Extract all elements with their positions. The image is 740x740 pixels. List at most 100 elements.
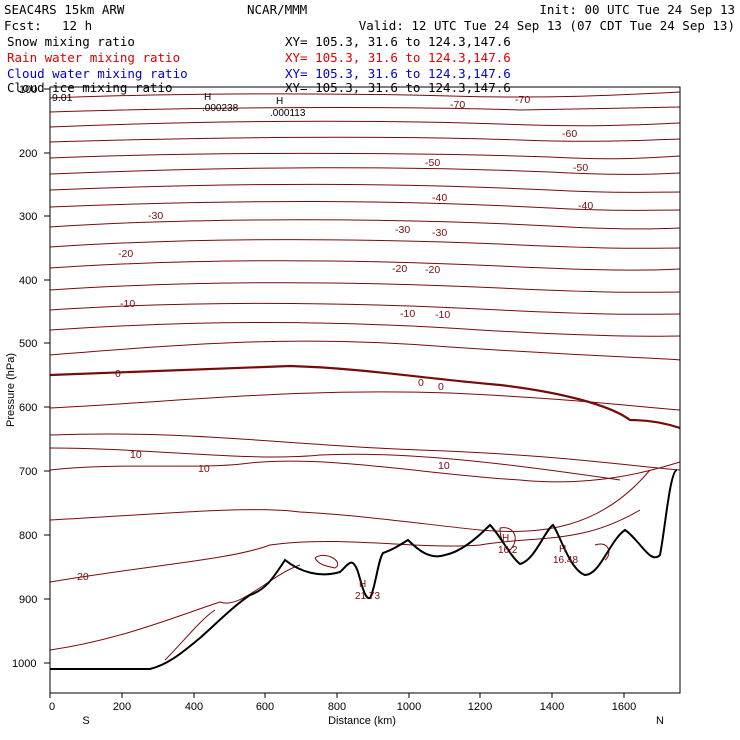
high-marker: H [276,96,283,107]
contour-line [49,302,681,315]
extremum-value: .000238 [202,103,239,114]
y-tick-label: 600 [19,402,37,414]
plot-frame [49,86,681,694]
x-tick-label: 800 [328,701,346,713]
extremum-value: 21.73 [355,591,380,602]
freezing-level-line [49,364,681,430]
high-marker: H [559,544,566,555]
contour-label: -30 [432,227,447,239]
contour-label: 0 [418,377,424,389]
y-tick-label: 800 [19,530,37,542]
contour-line [49,509,641,583]
valid-time: Valid: 12 UTC Tue 24 Sep 13 (07 CDT Tue … [359,18,735,33]
contour-label: -50 [425,157,440,169]
model-title: SEAC4RS 15km ARW [4,2,125,17]
extremum-value: 16.48 [553,555,578,566]
y-tick-label: 1000 [12,658,36,670]
x-tick-label: 600 [256,701,274,713]
contour-label: 10 [438,460,450,472]
x-tick-label: 1000 [397,701,421,713]
contour-label: 20 [77,571,89,583]
contour-label: -10 [120,298,135,310]
x-axis: 0 200 400 600 800 1000 1200 1400 1600 Di… [49,693,664,727]
contour-line [49,219,681,230]
y-tick-label: 500 [19,338,37,350]
contour-label: -10 [435,309,450,321]
contour-line [49,322,681,337]
y-axis-title: Pressure (hPa) [5,353,17,427]
contour-label: 10 [198,463,210,475]
x-tick-label: 1200 [468,701,492,713]
contour-label: 9.01 [52,92,73,104]
contour-label: -20 [392,263,407,275]
contour-line [49,238,681,249]
contour-label: -50 [573,162,588,174]
contour-label: -40 [578,200,593,212]
contour-line [49,200,681,211]
y-tick-label: 100 [19,84,37,96]
extremum-value: 16.2 [498,545,518,556]
contour-line [594,543,610,561]
contour-label: -70 [450,99,465,111]
contour-line [49,391,681,411]
field-xy-rain: XY= 105.3, 31.6 to 124.3,147.6 [285,50,511,65]
y-tick-label: 200 [19,148,37,160]
contour-line [49,340,681,361]
contour-line [49,469,651,532]
forecast-label: Fcst: [4,18,42,33]
high-marker: H [502,533,509,544]
high-marker: H [359,579,366,590]
contour-label: -70 [515,94,530,106]
contour-label: -40 [432,192,447,204]
contour-line [314,554,338,569]
contour-label: -20 [425,264,440,276]
contour-line [49,167,681,175]
contour-line [49,260,681,271]
field-label-snow: Snow mixing ratio [7,34,135,49]
isotherm-lines [49,91,681,661]
forecast-hour: 12 h [62,18,92,33]
field-xy-snow: XY= 105.3, 31.6 to 124.3,147.6 [285,34,511,49]
init-time: Init: 00 UTC Tue 24 Sep 13 [539,2,735,17]
contour-label: 0 [438,381,444,393]
contour-label: -10 [400,308,415,320]
x-tick-label: 1400 [540,701,564,713]
contour-line [49,433,681,471]
x-axis-start-label: S [82,715,89,727]
contour-line [49,460,681,483]
x-tick-label: 400 [185,701,203,713]
extremum-value: .000113 [270,108,306,119]
x-tick-label: 0 [49,701,55,713]
contour-label: -30 [395,224,410,236]
field-xy-cloudwater: XY= 105.3, 31.6 to 124.3,147.6 [285,66,511,81]
x-tick-label: 200 [113,701,131,713]
contour-line [49,106,681,113]
contour-line [49,91,681,99]
contour-line [49,152,681,160]
y-tick-label: 900 [19,594,37,606]
contour-label: -60 [562,128,577,140]
field-label-cloudwater: Cloud water mixing ratio [7,66,188,81]
x-axis-title: Distance (km) [328,715,396,727]
contour-label: 0 [115,368,121,380]
y-tick-label: 400 [19,275,37,287]
contour-line [49,136,681,143]
contour-line [164,609,216,661]
x-tick-label: 1600 [612,701,636,713]
terrain-profile [50,469,678,670]
x-axis-end-label: N [656,715,664,727]
contour-label: -30 [148,210,163,222]
y-tick-label: 700 [19,466,37,478]
contour-line [49,120,681,128]
y-tick-label: 300 [19,211,37,223]
high-marker: H [204,92,211,103]
org-label: NCAR/MMM [247,2,307,17]
contour-line [499,527,516,551]
field-label-rain: Rain water mixing ratio [7,50,180,65]
contour-label: 10 [130,449,142,461]
contour-line [49,282,681,293]
contour-label: -20 [118,248,133,260]
contour-line [49,447,621,481]
y-axis: 100 200 300 400 500 600 700 800 900 1000 [12,84,50,670]
